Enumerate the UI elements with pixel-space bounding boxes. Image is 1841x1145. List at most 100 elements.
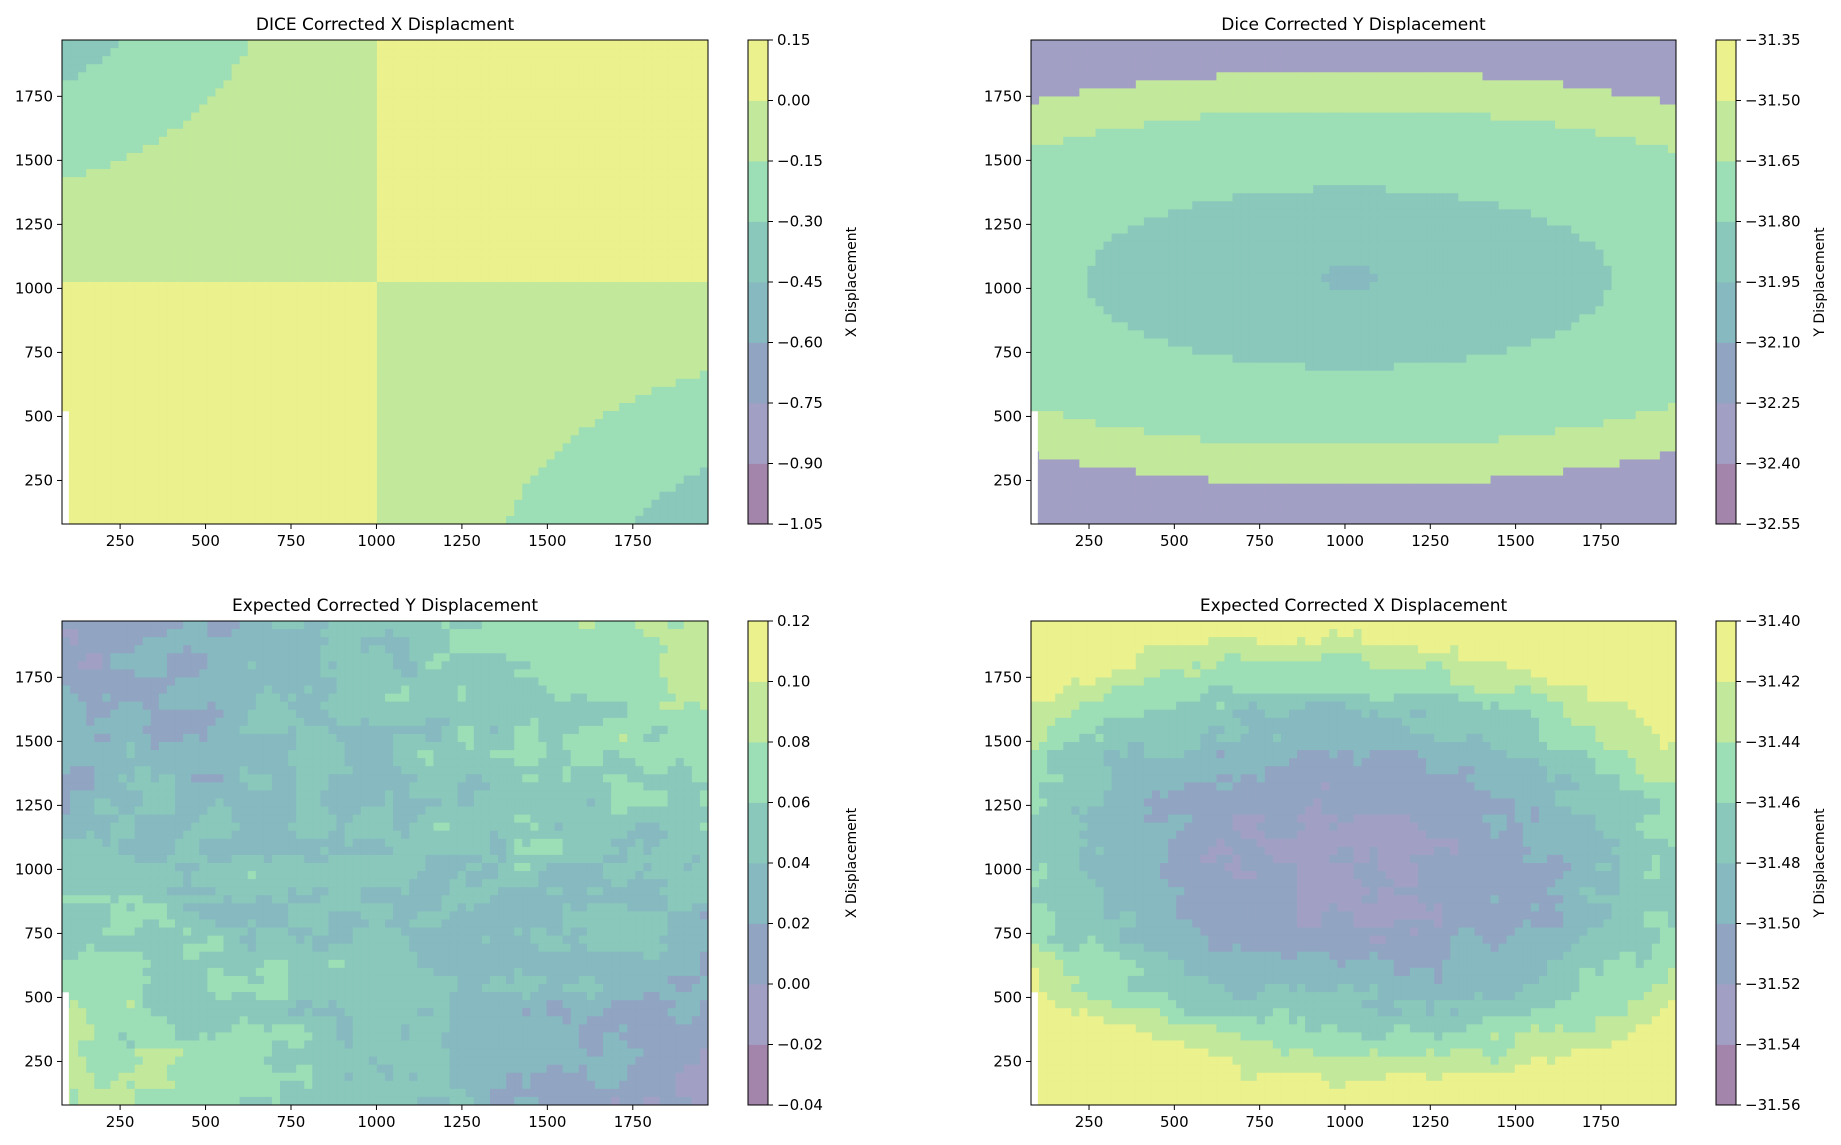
contour-cell [352,152,362,162]
contour-cell [457,370,467,380]
contour-cell [489,427,499,436]
contour-cell [352,265,362,275]
contour-cell [320,233,330,243]
contour-cell [110,193,120,202]
contour-cell [94,427,103,436]
contour-cell [352,491,362,501]
contour-cell [538,435,548,444]
contour-cell [538,209,548,219]
contour-cell [538,169,548,178]
contour-cell [223,443,233,452]
contour-cell [514,314,523,323]
contour-cell [385,56,394,65]
contour-cell [336,394,346,404]
contour-cell [118,467,128,477]
contour-cell [489,322,499,331]
contour-cell [393,467,402,477]
contour-cell [183,120,192,130]
contour-cell [449,177,459,186]
contour-cell [86,394,95,404]
contour-cell [481,209,491,219]
contour-cell [344,209,354,219]
contour-cell [271,249,281,259]
contour-cell [118,386,128,396]
contour-cell [457,80,467,89]
contour-cell [199,346,208,356]
contour-cell [231,265,241,275]
contour-cell [352,96,362,106]
contour-cell [611,80,620,89]
contour-cell [530,386,540,396]
contour-cell [344,491,354,501]
contour-cell [150,104,160,114]
contour-cell [530,193,540,202]
contour-cell [344,362,354,372]
contour-cell [627,177,636,186]
contour-cell [409,411,418,420]
contour-cell [683,298,693,307]
contour-cell [288,394,297,404]
contour-cell [94,80,103,89]
contour-cell [360,499,370,509]
contour-cell [62,249,71,259]
contour-cell [102,265,112,275]
contour-cell [280,394,289,404]
contour-cell [86,88,95,98]
contour-cell [417,346,426,356]
contour-cell [433,217,443,227]
contour-cell [449,209,459,219]
contour-cell [578,515,588,524]
contour-cell [393,193,402,202]
contour-cell [449,88,459,98]
contour-cell [62,282,71,291]
contour-cell [255,362,265,372]
contour-cell [191,306,200,315]
contour-cell [118,249,128,259]
contour-cell [465,298,475,307]
contour-cell [175,120,184,130]
contour-cell [150,322,160,331]
contour-cell [271,290,281,299]
contour-cell [247,467,257,477]
contour-cell [215,72,225,81]
contour-cell [150,249,160,259]
contour-cell [344,483,354,493]
contour-cell [263,290,273,299]
contour-cell [691,394,701,404]
contour-cell [1667,40,1676,49]
contour-cell [473,80,483,89]
contour-cell [288,72,297,81]
contour-cell [691,217,701,227]
contour-cell [530,257,540,267]
contour-cell [94,386,103,396]
contour-cell [126,306,136,315]
contour-cell [586,411,596,420]
contour-cell [288,330,297,340]
contour-cell [1184,48,1193,57]
contour-cell [118,419,128,428]
contour-cell [481,443,491,452]
contour-cell [417,499,426,509]
contour-cell [175,273,184,283]
contour-cell [546,411,556,420]
contour-cell [401,193,410,202]
contour-cell [150,427,160,436]
contour-cell [667,185,677,194]
contour-cell [102,144,112,154]
contour-cell [457,177,467,186]
contour-cell [312,298,321,307]
contour-cell [223,217,233,227]
contour-cell [522,152,531,162]
contour-cell [433,225,443,235]
contour-cell [78,483,87,493]
contour-cell [312,40,321,49]
contour-cell [207,128,217,138]
contour-cell [199,370,208,380]
contour-cell [263,96,273,106]
contour-cell [667,80,677,89]
contour-cell [473,378,483,388]
contour-cell [481,298,491,307]
contour-cell [183,265,192,275]
contour-cell [368,233,378,243]
contour-cell [643,362,653,372]
